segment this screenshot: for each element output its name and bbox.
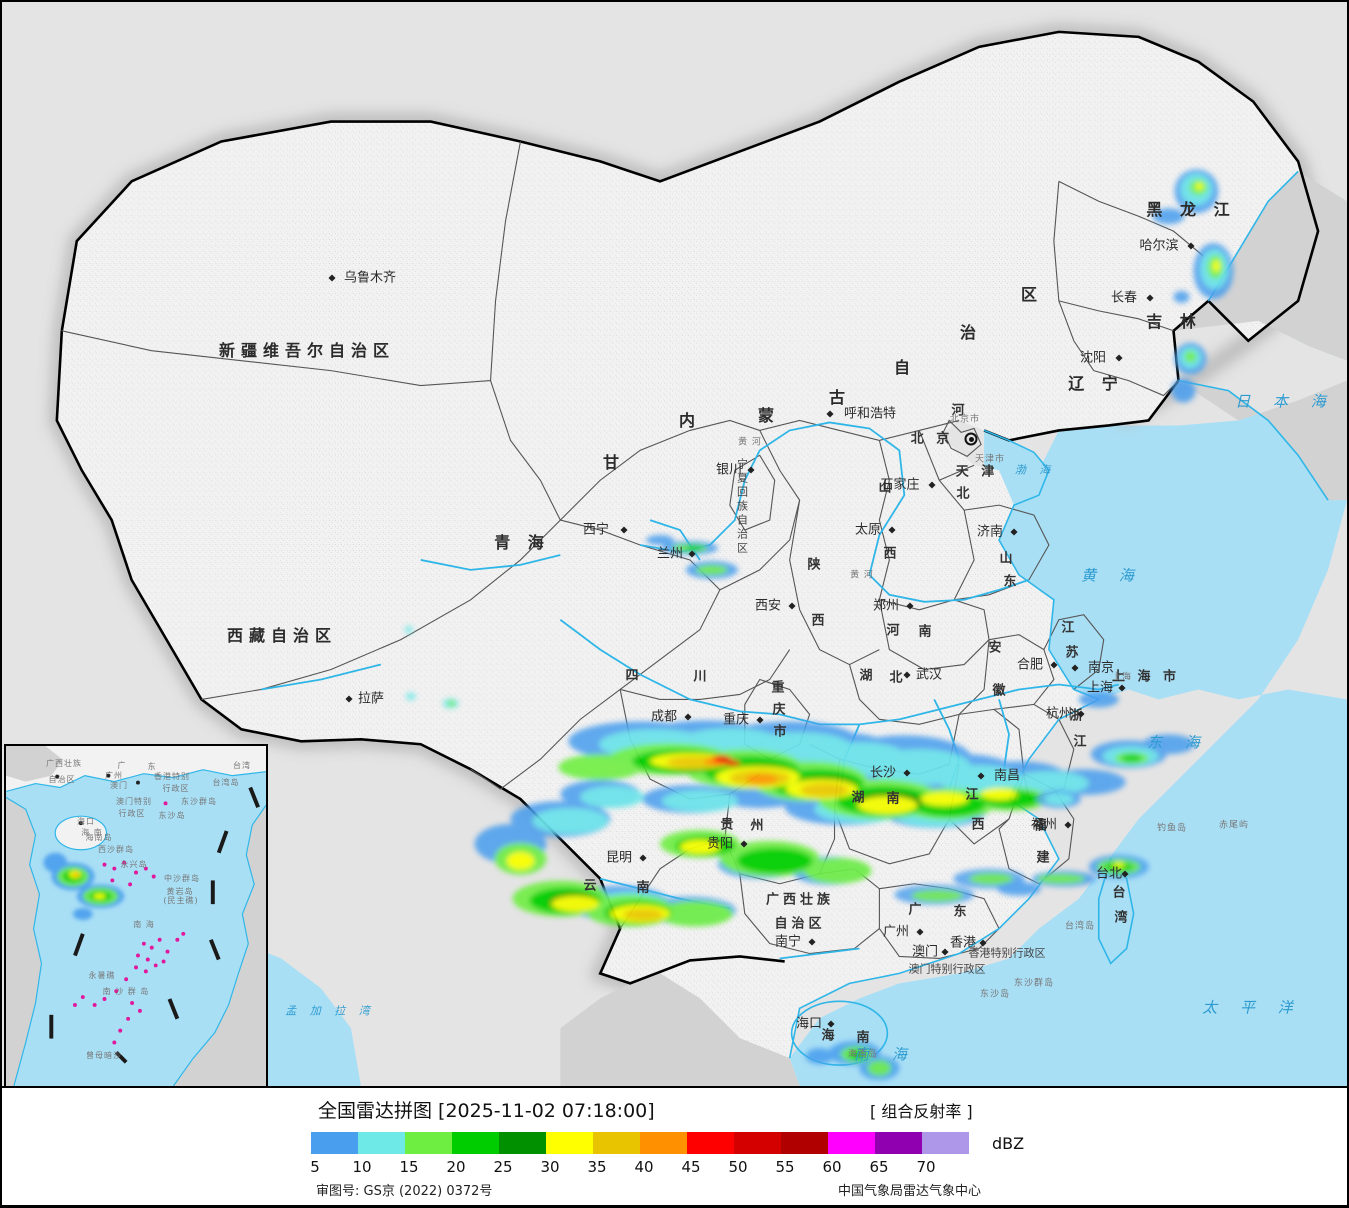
dbz-swatch[interactable] (499, 1132, 546, 1154)
legend-title: 全国雷达拼图 [2025-11-02 07:18:00] (318, 1100, 655, 1122)
issuing-organization: 中国气象局雷达气象中心 (838, 1184, 982, 1199)
dbz-tick-label: 30 (540, 1158, 560, 1176)
dbz-swatch[interactable] (546, 1132, 593, 1154)
national-border-southwest (55, 330, 785, 985)
dbz-colorbar[interactable] (311, 1132, 969, 1154)
china-map-svg (2, 2, 1347, 1086)
inset-svg (6, 746, 266, 1086)
dbz-tick-label: 55 (775, 1158, 795, 1176)
dbz-tick-label: 40 (634, 1158, 654, 1176)
rivers (261, 421, 1119, 960)
dbz-tick-label: 60 (822, 1158, 842, 1176)
dbz-tick-label: 5 (310, 1158, 320, 1176)
dbz-swatch[interactable] (922, 1132, 969, 1154)
dbz-swatch[interactable] (687, 1132, 734, 1154)
neighbour-land (560, 171, 1347, 1086)
dbz-scale-ticks: 5 10 15 20 25 30 35 40 45 50 55 60 65 70 (0, 1158, 1349, 1178)
legend-product-label: [ 组合反射率 ] (870, 1102, 973, 1121)
dbz-swatch[interactable] (875, 1132, 922, 1154)
south-china-sea-inset-map[interactable]: 广西壮族 自治区广东台湾 广州 澳门 香港特别 行政区 台湾岛 澳门特别 行政区 东沙群岛 东沙岛海… (4, 744, 268, 1086)
dbz-tick-label: 35 (587, 1158, 607, 1176)
dbz-swatch[interactable] (828, 1132, 875, 1154)
dbz-swatch[interactable] (781, 1132, 828, 1154)
dbz-tick-label: 65 (869, 1158, 889, 1176)
province-borders (61, 141, 1204, 960)
national-border-north (60, 30, 1320, 442)
dbz-swatch[interactable] (640, 1132, 687, 1154)
dbz-swatch[interactable] (358, 1132, 405, 1154)
dbz-swatch[interactable] (734, 1132, 781, 1154)
dbz-tick-label: 10 (352, 1158, 372, 1176)
dbz-tick-label: 25 (493, 1158, 513, 1176)
dbz-tick-label: 20 (446, 1158, 466, 1176)
dbz-tick-label: 50 (728, 1158, 748, 1176)
dbz-swatch[interactable] (452, 1132, 499, 1154)
dbz-unit-label: dBZ (992, 1134, 1025, 1153)
radar-echo-layer (404, 169, 1234, 1081)
dbz-swatch[interactable] (311, 1132, 358, 1154)
dbz-tick-label: 45 (681, 1158, 701, 1176)
dbz-swatch[interactable] (405, 1132, 452, 1154)
capital-marker-beijing (964, 432, 978, 446)
map-panel[interactable]: 新疆维吾尔自治区 西藏自治区青 海甘内蒙古自治区黑 龙 江吉 林辽 宁河北山西山东… (0, 0, 1349, 1088)
dbz-swatch[interactable] (593, 1132, 640, 1154)
dbz-tick-label: 70 (916, 1158, 936, 1176)
map-approval-number: 审图号: GS京 (2022) 0372号 (316, 1184, 493, 1199)
dbz-tick-label: 15 (399, 1158, 419, 1176)
